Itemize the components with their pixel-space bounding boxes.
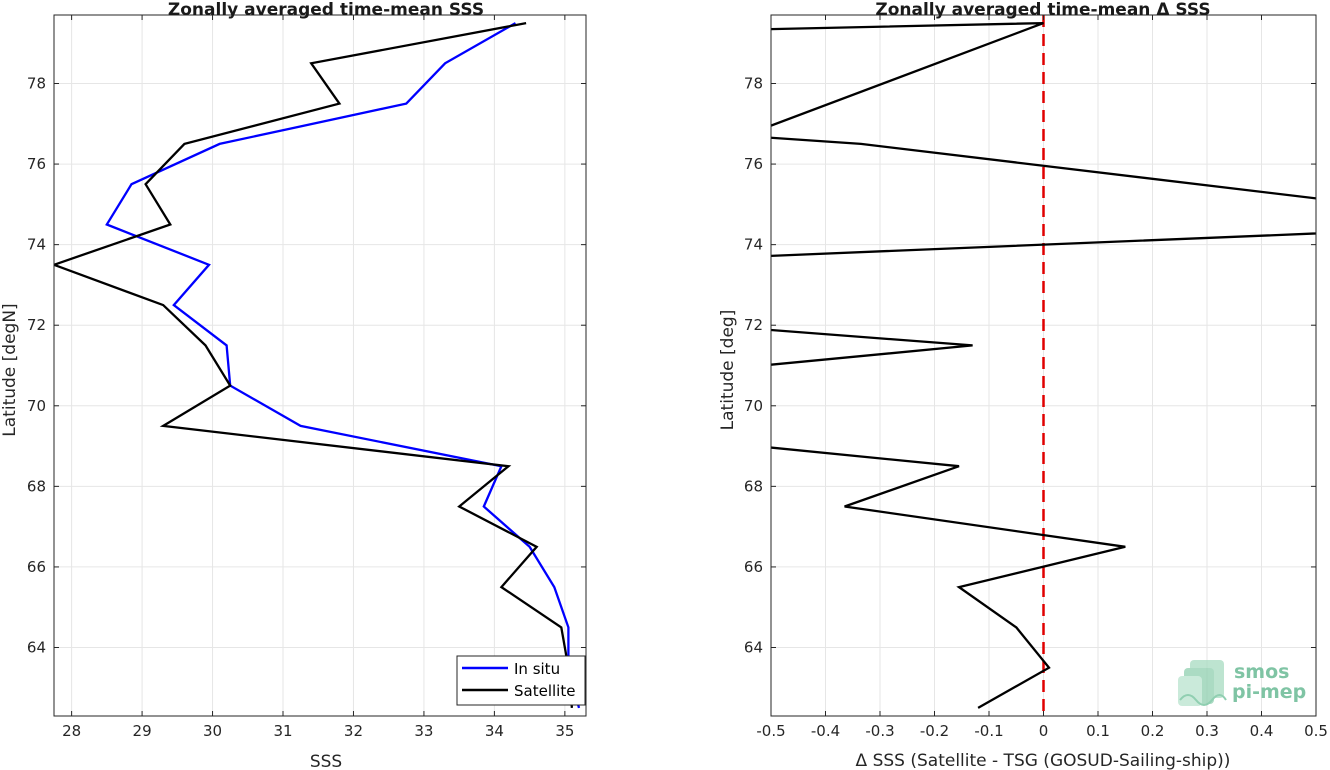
right-data-lines [771, 15, 1316, 716]
right-y-tick-label: 76 [744, 155, 763, 173]
logo-text-pi-mep: pi-mep [1232, 681, 1306, 703]
left-gridlines [54, 15, 586, 716]
smos-pi-mep-logo: smos pi-mep [1178, 660, 1306, 706]
right-y-tick-label: 72 [744, 316, 763, 334]
right-x-tick-label: 0.1 [1086, 722, 1110, 740]
right-x-tick-label: -0.3 [865, 722, 894, 740]
left-y-tick-label: 66 [27, 558, 46, 576]
left-x-tick-label: 31 [273, 722, 292, 740]
left-x-tick-label: 29 [133, 722, 152, 740]
right-x-tick-label: 0.3 [1195, 722, 1219, 740]
left-panel: 28 29 30 31 32 33 34 35 64 66 68 70 72 74 76 78 Zonally… [0, 0, 587, 770]
right-x-tick-label: 0.2 [1141, 722, 1165, 740]
right-panel: -0.5 -0.4 -0.3 -0.2 -0.1 0 0.1 0.2 0.3 0.4 0.5 64 66… [718, 0, 1328, 770]
logo-text-smos: smos [1234, 661, 1289, 683]
right-y-tick-label: 66 [744, 558, 763, 576]
left-chart-title: Zonally averaged time-mean SSS [168, 0, 484, 20]
right-x-tick-label: 0.5 [1304, 722, 1328, 740]
left-y-tick-label: 74 [27, 236, 46, 254]
left-y-tick-label: 76 [27, 155, 46, 173]
right-x-tick-label: 0 [1039, 722, 1049, 740]
left-y-axis-label: Latitude [degN] [0, 303, 20, 436]
left-y-tick-label: 68 [27, 477, 46, 495]
right-y-axis-label: Latitude [deg] [718, 310, 738, 431]
right-chart-title: Zonally averaged time-mean Δ SSS [875, 0, 1210, 20]
left-series-line-satellite [54, 21, 574, 708]
right-y-tick-label: 64 [744, 639, 763, 657]
left-y-tick-label: 70 [27, 397, 46, 415]
right-series-line-delta-sss [771, 21, 1316, 709]
left-x-tick-label: 28 [62, 722, 81, 740]
left-x-tick-label: 30 [203, 722, 222, 740]
left-x-tick-label: 35 [555, 722, 574, 740]
logo-wave-icon [1178, 660, 1227, 706]
left-x-tick-label: 32 [344, 722, 363, 740]
left-y-tick-label: 78 [27, 74, 46, 92]
right-x-axis-label: Δ SSS (Satellite - TSG (GOSUD-Sailing-sh… [856, 751, 1231, 770]
left-y-tick-label: 64 [27, 639, 46, 657]
left-y-tick-label: 72 [27, 316, 46, 334]
right-y-tick-label: 70 [744, 397, 763, 415]
right-x-tick-label: -0.5 [756, 722, 785, 740]
left-x-tick-label: 34 [485, 722, 504, 740]
left-axes-frame [53, 14, 587, 717]
right-x-tick-label: 0.4 [1250, 722, 1274, 740]
left-x-tick-label: 33 [414, 722, 433, 740]
legend-label-satellite: Satellite [514, 682, 575, 700]
legend-box [456, 655, 586, 706]
left-x-axis-label: SSS [310, 752, 342, 770]
left-tick-labels: 28 29 30 31 32 33 34 35 64 66 68 70 72 74 76 78 [27, 15, 586, 740]
right-x-tick-label: -0.4 [811, 722, 840, 740]
left-data-lines [54, 21, 581, 709]
right-tick-labels: -0.5 -0.4 -0.3 -0.2 -0.1 0 0.1 0.2 0.3 0.4 0.5 64 66… [744, 15, 1328, 740]
right-y-tick-label: 74 [744, 236, 763, 254]
legend: In situ Satellite [456, 655, 586, 706]
right-x-tick-label: -0.1 [974, 722, 1003, 740]
right-y-tick-label: 68 [744, 477, 763, 495]
legend-label-in-situ: In situ [514, 660, 560, 678]
right-y-tick-label: 78 [744, 74, 763, 92]
right-x-tick-label: -0.2 [920, 722, 949, 740]
left-series-line-in-situ [105, 22, 581, 709]
